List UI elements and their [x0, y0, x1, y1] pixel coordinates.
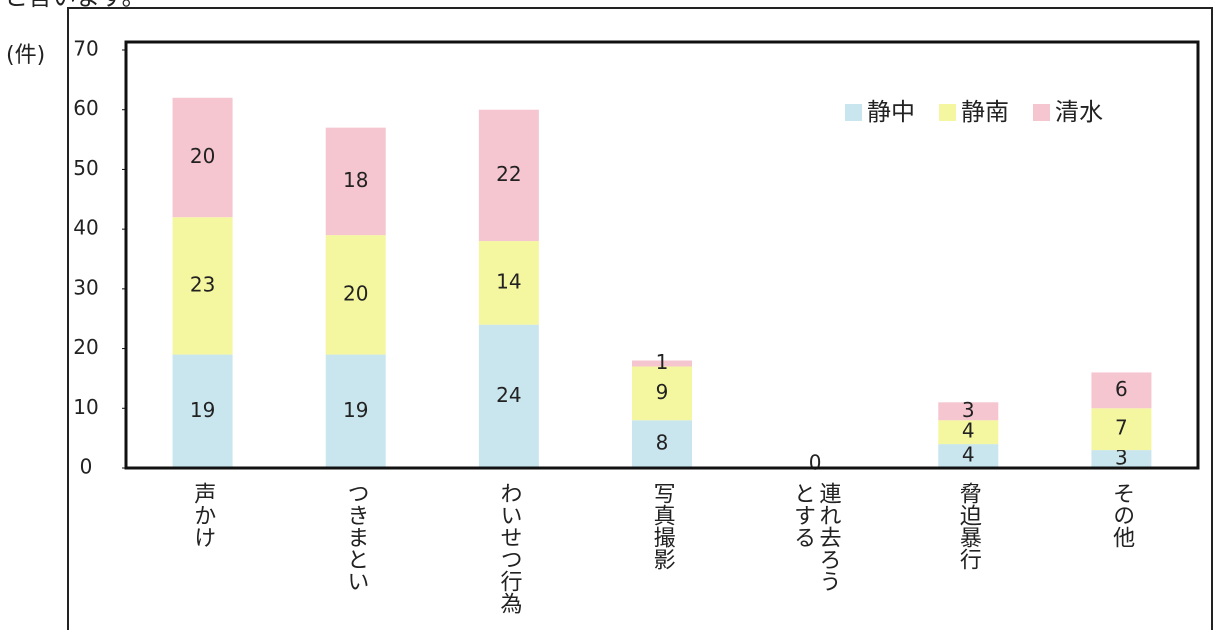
data-label: 0 [809, 451, 822, 475]
data-label: 19 [343, 398, 368, 422]
y-axis-label: (件) [6, 43, 45, 68]
frame [67, 7, 1213, 630]
bar-segment [632, 366, 692, 421]
data-label: 19 [190, 398, 215, 422]
data-label: 24 [496, 383, 521, 407]
bar-segment [478, 324, 539, 468]
data-label: 3 [1115, 446, 1128, 470]
bar-segment [632, 360, 692, 367]
x-tick-label: 声かけ [190, 482, 216, 548]
legend-label: 清水 [1055, 98, 1103, 126]
y-tick-label: 40 [73, 216, 98, 240]
header-text: と言います。 [4, 0, 146, 11]
x-label-box: わいせつ行為 [496, 482, 522, 614]
data-label: 4 [962, 419, 975, 443]
y-tick-label: 0 [80, 455, 93, 479]
bar-segment [632, 420, 692, 468]
x-tick-label: 脅迫暴行 [955, 482, 981, 570]
data-label: 4 [962, 443, 975, 467]
x-label-box: 写真撮影 [649, 482, 675, 570]
bar-segment [1091, 408, 1152, 451]
data-label: 14 [496, 269, 521, 293]
data-label: 6 [1115, 377, 1128, 401]
data-label: 20 [343, 281, 368, 305]
bar-segment [1091, 450, 1152, 468]
y-tick-label: 50 [73, 156, 98, 180]
legend-swatch [845, 104, 862, 121]
bar-segment [478, 241, 539, 325]
y-tick-label: 30 [73, 275, 98, 299]
x-tick-label: 写真撮影 [649, 482, 675, 570]
x-tick-label: わいせつ行為 [496, 482, 522, 614]
data-label: 23 [190, 272, 215, 296]
data-label: 1 [656, 350, 669, 374]
bar-segment [325, 354, 386, 468]
y-tick-label: 60 [73, 96, 98, 120]
x-label-box: 声かけ [190, 482, 216, 548]
bar-segment [938, 402, 999, 421]
data-label: 3 [962, 398, 975, 422]
bar-segment [172, 217, 233, 355]
bar-segment [478, 109, 539, 242]
data-label: 8 [656, 431, 669, 455]
y-tick-label: 10 [73, 395, 98, 419]
y-tick-label: 20 [73, 335, 98, 359]
data-label: 9 [656, 380, 669, 404]
bar-segment [325, 127, 386, 236]
x-label-box: つきまとい [343, 482, 369, 592]
x-tick-label: その他 [1109, 482, 1135, 548]
y-tick-label: 70 [73, 37, 98, 61]
data-label: 22 [496, 162, 521, 186]
legend-swatch [939, 104, 956, 121]
data-label: 20 [190, 144, 215, 168]
bar-segment [172, 97, 233, 218]
x-label-box: 連れ去ろう とする [790, 482, 841, 592]
bar-segment [172, 354, 233, 468]
x-tick-label: つきまとい [343, 482, 369, 592]
legend-label: 静南 [961, 98, 1009, 126]
x-label-box: その他 [1109, 482, 1135, 548]
bar-segment [938, 420, 999, 445]
x-label-box: 脅迫暴行 [955, 482, 981, 570]
legend-swatch [1033, 104, 1050, 121]
data-label: 7 [1115, 416, 1128, 440]
x-tick-label: 連れ去ろう とする [790, 482, 841, 592]
data-label: 18 [343, 168, 368, 192]
bar-segment [325, 235, 386, 355]
legend-label: 静中 [867, 98, 915, 126]
bar-segment [938, 444, 999, 468]
bar-segment [1091, 372, 1152, 409]
